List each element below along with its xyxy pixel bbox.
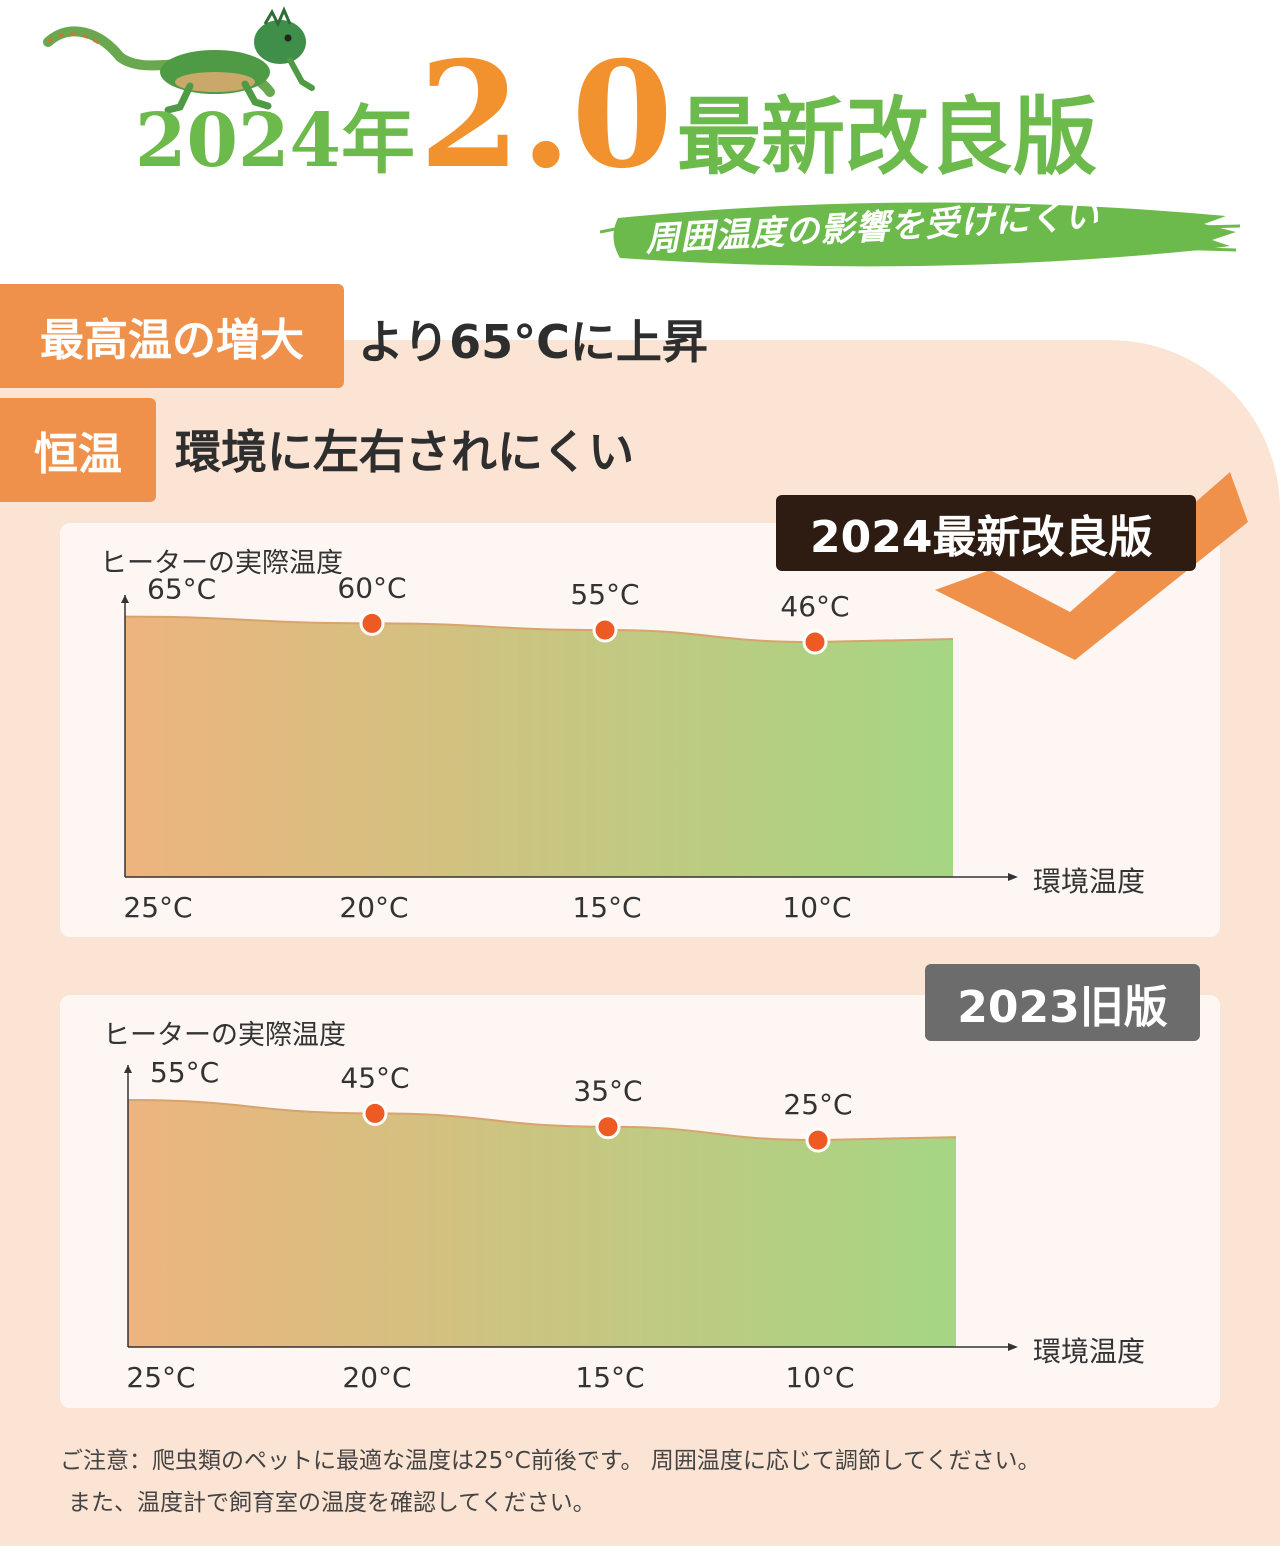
area-fill bbox=[125, 616, 953, 877]
x-tick-label: 15°C bbox=[575, 1361, 644, 1394]
data-label: 35°C bbox=[573, 1075, 642, 1108]
y-axis-arrow bbox=[124, 1065, 132, 1073]
data-point bbox=[802, 629, 828, 655]
chart-2024: 環境温度 65°C 25°C 60°C 20°C 55°C 15°C 46°C 10°C bbox=[121, 571, 1145, 924]
title-year: 2024年 bbox=[135, 98, 415, 184]
chart-2023: 環境温度 55°C 25°C 45°C 20°C 35°C 15°C 25°C 10°C bbox=[124, 1056, 1145, 1394]
data-point bbox=[805, 1127, 831, 1153]
y-axis-arrow bbox=[121, 595, 129, 603]
title-rest: 最新改良版 bbox=[676, 88, 1097, 186]
x-tick-label: 20°C bbox=[342, 1361, 411, 1394]
lizard-illustration bbox=[43, 6, 315, 114]
hero-title: 2024年2.0最新改良版 bbox=[135, 30, 1097, 201]
x-axis-label: 環境温度 bbox=[1033, 865, 1145, 898]
badge-old-version: 2023旧版 bbox=[925, 964, 1200, 1041]
note-line-1: ご注意：爬虫類のペットに最適な温度は25°C前後です。 周囲温度に応じて調節して… bbox=[60, 1448, 1041, 1474]
badge-new-version: 2024最新改良版 bbox=[776, 495, 1196, 571]
footer-note: ご注意：爬虫類のペットに最適な温度は25°C前後です。 周囲温度に応じて調節して… bbox=[60, 1440, 1040, 1524]
y-axis-label: ヒーターの実際温度 bbox=[103, 1020, 346, 1051]
feature-text-max-temp: より65°Cに上昇 bbox=[358, 315, 708, 369]
data-label: 45°C bbox=[340, 1061, 409, 1094]
note-line-2: また、温度計で飼育室の温度を確認してください。 bbox=[68, 1490, 596, 1516]
checkmark-icon bbox=[935, 472, 1248, 660]
data-label: 46°C bbox=[780, 590, 849, 623]
x-tick-label: 10°C bbox=[782, 891, 851, 924]
area-fill bbox=[128, 1100, 956, 1347]
y-axis-label: ヒーターの実際温度 bbox=[100, 548, 343, 579]
series-line bbox=[127, 1099, 957, 1142]
data-point bbox=[595, 1114, 621, 1140]
x-axis-arrow bbox=[1008, 873, 1018, 881]
title-version: 2.0 bbox=[418, 30, 673, 201]
x-tick-label: 10°C bbox=[785, 1361, 854, 1394]
data-label: 25°C bbox=[783, 1088, 852, 1121]
x-tick-label: 15°C bbox=[572, 891, 641, 924]
data-point bbox=[362, 1100, 388, 1126]
data-point bbox=[359, 610, 385, 636]
feature-tag-max-temp: 最高温の増大 bbox=[0, 284, 344, 388]
feature-text-constant-temp: 環境に左右されにくい bbox=[175, 425, 635, 479]
x-tick-label: 25°C bbox=[123, 891, 192, 924]
x-tick-label: 25°C bbox=[126, 1361, 195, 1394]
data-label: 55°C bbox=[150, 1056, 219, 1089]
x-axis-label: 環境温度 bbox=[1033, 1335, 1145, 1368]
brush-stroke-banner bbox=[600, 202, 1240, 267]
data-label: 60°C bbox=[337, 571, 406, 604]
x-axis-arrow bbox=[1008, 1343, 1018, 1351]
data-label: 55°C bbox=[570, 578, 639, 611]
data-point bbox=[592, 617, 618, 643]
x-tick-label: 20°C bbox=[339, 891, 408, 924]
feature-tag-constant-temp: 恒温 bbox=[0, 398, 156, 502]
series-line bbox=[124, 615, 954, 644]
data-label: 65°C bbox=[147, 573, 216, 606]
